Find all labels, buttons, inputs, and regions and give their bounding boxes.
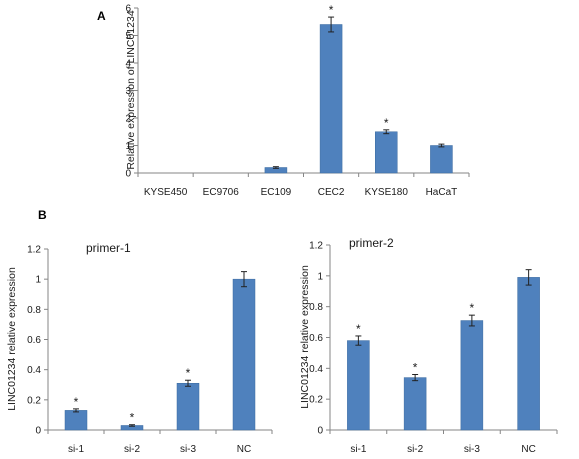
panel-label-b: B	[38, 208, 47, 222]
y-tick-label: 1	[125, 141, 131, 152]
y-tick-label: 0.6	[309, 333, 323, 344]
chart-a-expression-cell-lines: 0 1 2 3 4 5 6 KYSE450 EC9706 EC109 * CEC2 * KYSE180 Ha…	[125, 3, 470, 198]
y-tick-label: 0.4	[27, 365, 41, 376]
bar	[460, 320, 484, 431]
bar	[176, 382, 200, 431]
y-tick-label: 1.2	[309, 241, 323, 252]
category-label: KYSE450	[144, 187, 188, 198]
y-axis-label: LINC01234 relative expression	[6, 267, 18, 411]
y-tick-label: 4	[125, 59, 131, 70]
category-label: si-1	[68, 444, 85, 455]
significance-marker: *	[329, 3, 334, 17]
category-label: HaCaT	[426, 187, 458, 198]
y-tick-label: 2	[125, 114, 131, 125]
category-label: si-1	[350, 444, 367, 455]
category-label: CEC2	[318, 187, 345, 198]
bar	[403, 377, 427, 431]
y-tick-label: 0	[125, 169, 131, 180]
significance-marker: *	[470, 301, 475, 315]
bar	[64, 410, 88, 431]
category-label: si-3	[464, 444, 481, 455]
significance-marker: *	[186, 366, 191, 380]
significance-marker: *	[130, 411, 135, 425]
bar	[375, 131, 398, 174]
significance-marker: *	[356, 322, 361, 336]
category-label: EC109	[261, 187, 292, 198]
y-tick-label: 5	[125, 31, 131, 42]
y-tick-label: 0.2	[309, 395, 323, 406]
panel-label-a: A	[97, 9, 106, 23]
y-tick-label: 0	[35, 426, 41, 437]
y-tick-label: 1	[35, 275, 41, 286]
bar	[232, 278, 256, 431]
category-label: si-3	[180, 444, 197, 455]
category-label: KYSE180	[365, 187, 409, 198]
y-tick-label: 0.8	[27, 305, 41, 316]
y-tick-label: 0.8	[309, 302, 323, 313]
category-label: si-2	[124, 444, 141, 455]
y-tick-label: 1	[317, 271, 323, 282]
category-label: EC9706	[203, 187, 240, 198]
category-label: NC	[237, 444, 251, 455]
chart-b-primer-2: 0 0.2 0.4 0.6 0.8 1 1.2 * si-1 * si-2 * si-3 NC LINC01…	[299, 236, 558, 455]
y-axis-label: Relative expression of LINC01234	[125, 10, 137, 170]
category-label: NC	[521, 444, 535, 455]
chart-title: primer-2	[349, 236, 394, 250]
y-axis-label: LINC01234 relative expression	[299, 265, 311, 409]
category-label: si-2	[407, 444, 424, 455]
bar	[319, 24, 343, 174]
y-tick-label: 0.6	[27, 335, 41, 346]
chart-b-primer-1: 0 0.2 0.4 0.6 0.8 1 1.2 * si-1 * si-2 * si-3 NC LINC01…	[6, 241, 273, 455]
chart-title: primer-1	[86, 241, 131, 255]
y-tick-label: 1.2	[27, 245, 41, 256]
bar	[430, 145, 453, 174]
y-tick-label: 0.4	[309, 364, 323, 375]
significance-marker: *	[413, 361, 418, 375]
y-tick-label: 6	[125, 4, 131, 15]
significance-marker: *	[384, 116, 389, 130]
bar	[517, 277, 540, 431]
bar	[347, 340, 370, 431]
y-tick-label: 0	[317, 426, 323, 437]
significance-marker: *	[74, 395, 79, 409]
y-tick-label: 0.2	[27, 395, 41, 406]
y-tick-label: 3	[125, 86, 131, 97]
